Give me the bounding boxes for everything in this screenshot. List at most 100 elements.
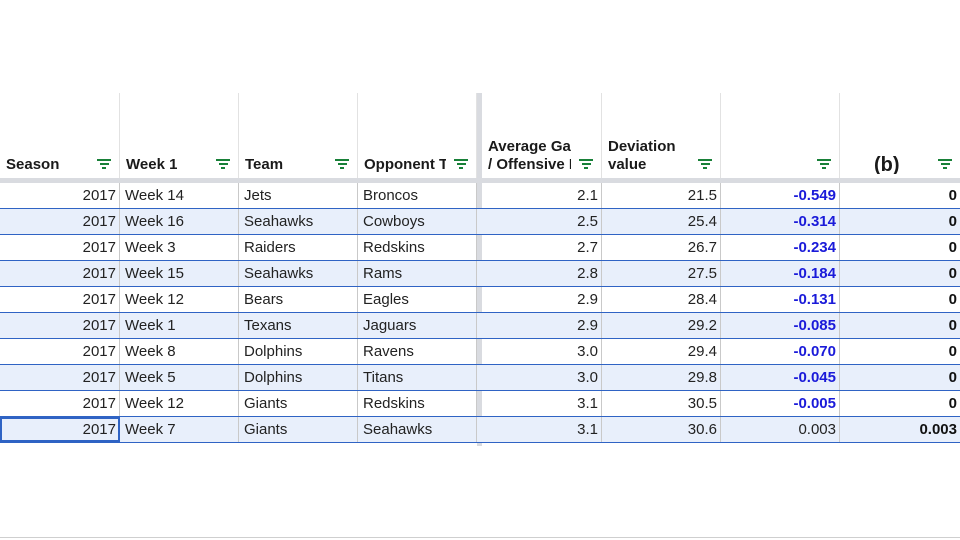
- cell-season[interactable]: 2017: [0, 313, 120, 338]
- cell-week[interactable]: Week 3: [120, 235, 239, 260]
- cell-team[interactable]: Dolphins: [239, 339, 358, 364]
- cell-week[interactable]: Week 8: [120, 339, 239, 364]
- cell-week[interactable]: Week 5: [120, 365, 239, 390]
- cell-week[interactable]: Week 7: [120, 417, 239, 442]
- header-z-score[interactable]: [721, 93, 840, 178]
- header-average-gain[interactable]: Average Gai / Offensive P: [482, 93, 602, 178]
- filter-icon[interactable]: [216, 159, 230, 169]
- cell-season[interactable]: 2017: [0, 209, 120, 234]
- cell-z-score[interactable]: -0.314: [721, 209, 840, 234]
- cell-z-score[interactable]: 0.003: [721, 417, 840, 442]
- cell-opponent[interactable]: Redskins: [358, 235, 477, 260]
- filter-icon[interactable]: [817, 159, 831, 169]
- cell-season[interactable]: 2017: [0, 339, 120, 364]
- cell-season[interactable]: 2017: [0, 287, 120, 312]
- cell-b[interactable]: 0: [948, 369, 957, 386]
- table-row: 2017 Week 15 Seahawks Rams 2.8 27.5 -0.184 0: [0, 261, 960, 287]
- cell-season[interactable]: 2017: [0, 183, 120, 208]
- cell-b[interactable]: 0: [948, 213, 957, 230]
- cell-season[interactable]: 2017: [0, 365, 120, 390]
- cell-week[interactable]: Week 12: [120, 287, 239, 312]
- cell-b[interactable]: 0: [948, 291, 957, 308]
- cell-team[interactable]: Raiders: [239, 235, 358, 260]
- cell-team[interactable]: Jets: [239, 183, 358, 208]
- cell-average-gain[interactable]: 3.0: [482, 339, 602, 364]
- cell-season[interactable]: 2017: [0, 417, 120, 442]
- cell-b[interactable]: 0: [948, 317, 957, 334]
- cell-z-score[interactable]: -0.549: [721, 183, 840, 208]
- cell-deviation[interactable]: 30.6: [602, 417, 721, 442]
- cell-season[interactable]: 2017: [0, 261, 120, 286]
- cell-average-gain[interactable]: 2.7: [482, 235, 602, 260]
- cell-average-gain[interactable]: 3.0: [482, 365, 602, 390]
- cell-team[interactable]: Dolphins: [239, 365, 358, 390]
- cell-week[interactable]: Week 12: [120, 391, 239, 416]
- cell-deviation[interactable]: 29.2: [602, 313, 721, 338]
- filter-icon[interactable]: [579, 159, 593, 169]
- cell-opponent[interactable]: Rams: [358, 261, 477, 286]
- filter-icon[interactable]: [698, 159, 712, 169]
- cell-opponent[interactable]: Broncos: [358, 183, 477, 208]
- cell-team[interactable]: Seahawks: [239, 261, 358, 286]
- cell-opponent[interactable]: Jaguars: [358, 313, 477, 338]
- cell-z-score[interactable]: -0.045: [721, 365, 840, 390]
- cell-average-gain[interactable]: 2.9: [482, 313, 602, 338]
- header-b[interactable]: (b): [840, 93, 960, 178]
- cell-average-gain[interactable]: 3.1: [482, 417, 602, 442]
- cell-opponent[interactable]: Cowboys: [358, 209, 477, 234]
- cell-deviation[interactable]: 21.5: [602, 183, 721, 208]
- cell-b[interactable]: 0: [948, 187, 957, 204]
- cell-b[interactable]: 0: [948, 395, 957, 412]
- cell-season[interactable]: 2017: [0, 391, 120, 416]
- divider: [0, 537, 960, 538]
- header-deviation[interactable]: Deviation value: [602, 93, 721, 178]
- cell-z-score[interactable]: -0.234: [721, 235, 840, 260]
- cell-deviation[interactable]: 26.7: [602, 235, 721, 260]
- header-opponent[interactable]: Opponent Te: [358, 93, 477, 178]
- cell-z-score[interactable]: -0.184: [721, 261, 840, 286]
- cell-average-gain[interactable]: 2.1: [482, 183, 602, 208]
- cell-opponent[interactable]: Titans: [358, 365, 477, 390]
- header-team[interactable]: Team: [239, 93, 358, 178]
- cell-opponent[interactable]: Seahawks: [358, 417, 477, 442]
- cell-average-gain[interactable]: 2.8: [482, 261, 602, 286]
- cell-team[interactable]: Texans: [239, 313, 358, 338]
- cell-z-score[interactable]: -0.085: [721, 313, 840, 338]
- cell-z-score[interactable]: -0.131: [721, 287, 840, 312]
- filter-icon[interactable]: [938, 159, 952, 169]
- header-week[interactable]: Week 1: [120, 93, 239, 178]
- header-label: Opponent Te: [364, 156, 446, 173]
- cell-deviation[interactable]: 29.8: [602, 365, 721, 390]
- cell-week[interactable]: Week 16: [120, 209, 239, 234]
- cell-deviation[interactable]: 27.5: [602, 261, 721, 286]
- cell-team[interactable]: Giants: [239, 391, 358, 416]
- cell-team[interactable]: Seahawks: [239, 209, 358, 234]
- cell-average-gain[interactable]: 2.9: [482, 287, 602, 312]
- cell-z-score[interactable]: -0.005: [721, 391, 840, 416]
- cell-deviation[interactable]: 25.4: [602, 209, 721, 234]
- filter-icon[interactable]: [454, 159, 468, 169]
- filter-icon[interactable]: [335, 159, 349, 169]
- cell-season[interactable]: 2017: [0, 235, 120, 260]
- cell-b[interactable]: 0: [948, 343, 957, 360]
- cell-deviation[interactable]: 30.5: [602, 391, 721, 416]
- cell-team[interactable]: Giants: [239, 417, 358, 442]
- cell-b[interactable]: 0: [948, 265, 957, 282]
- cell-team[interactable]: Bears: [239, 287, 358, 312]
- cell-z-score[interactable]: -0.070: [721, 339, 840, 364]
- cell-opponent[interactable]: Ravens: [358, 339, 477, 364]
- cell-deviation[interactable]: 29.4: [602, 339, 721, 364]
- header-season[interactable]: Season: [0, 93, 120, 178]
- cell-average-gain[interactable]: 2.5: [482, 209, 602, 234]
- table-row: 2017 Week 12 Bears Eagles 2.9 28.4 -0.131 0: [0, 287, 960, 313]
- cell-b[interactable]: 0: [948, 239, 957, 256]
- cell-opponent[interactable]: Eagles: [358, 287, 477, 312]
- cell-week[interactable]: Week 14: [120, 183, 239, 208]
- cell-deviation[interactable]: 28.4: [602, 287, 721, 312]
- cell-week[interactable]: Week 1: [120, 313, 239, 338]
- cell-week[interactable]: Week 15: [120, 261, 239, 286]
- cell-opponent[interactable]: Redskins: [358, 391, 477, 416]
- cell-average-gain[interactable]: 3.1: [482, 391, 602, 416]
- cell-b[interactable]: 0.003: [919, 421, 957, 438]
- filter-icon[interactable]: [97, 159, 111, 169]
